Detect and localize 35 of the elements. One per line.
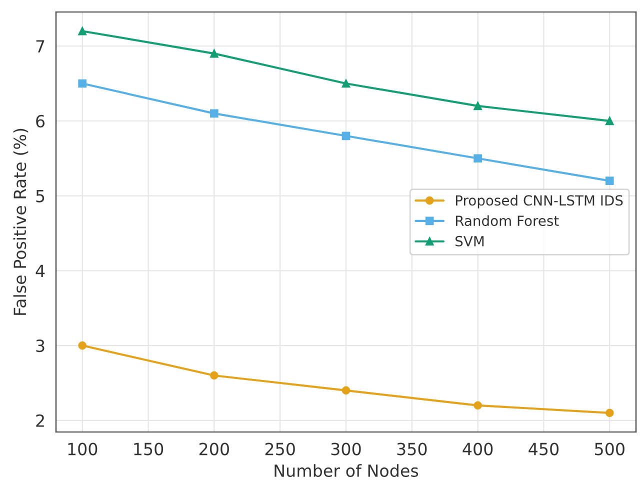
x-axis-title: Number of Nodes bbox=[274, 464, 418, 478]
point bbox=[78, 79, 87, 88]
x-tick-label: 200 bbox=[199, 442, 229, 456]
y-tick-label: 5 bbox=[36, 190, 44, 202]
legend-label: SVM bbox=[456, 236, 484, 246]
y-tick-label: 4 bbox=[36, 264, 45, 277]
point bbox=[78, 341, 87, 350]
legend-label: Proposed CNN-LSTM IDS bbox=[456, 194, 623, 208]
point bbox=[605, 116, 614, 126]
x-tick-label: 100 bbox=[68, 442, 98, 456]
point bbox=[605, 176, 614, 185]
point bbox=[342, 132, 350, 140]
x-tick-label: 250 bbox=[265, 442, 295, 456]
x-tick-label: 350 bbox=[397, 442, 427, 456]
point bbox=[342, 386, 350, 395]
point bbox=[210, 109, 218, 118]
y-axis-title: False Positive Rate (%) bbox=[13, 128, 28, 315]
point bbox=[474, 401, 482, 410]
point bbox=[342, 79, 350, 88]
x-tick-label: 400 bbox=[462, 442, 493, 456]
x-tick-label: 150 bbox=[134, 442, 164, 456]
y-tick-label: 3 bbox=[36, 339, 44, 352]
point bbox=[210, 371, 218, 380]
y-tick-label: 7 bbox=[36, 40, 44, 52]
point bbox=[210, 49, 218, 58]
y-tick-label: 2 bbox=[36, 414, 44, 427]
point bbox=[474, 102, 482, 110]
legend-label: Random Forest bbox=[456, 215, 559, 226]
x-tick-label: 300 bbox=[331, 442, 361, 456]
point bbox=[78, 26, 87, 36]
y-tick-label: 6 bbox=[36, 114, 45, 128]
x-tick-label: 500 bbox=[595, 442, 624, 456]
point bbox=[605, 408, 614, 418]
x-tick-label: 450 bbox=[528, 442, 559, 456]
point bbox=[474, 154, 482, 163]
